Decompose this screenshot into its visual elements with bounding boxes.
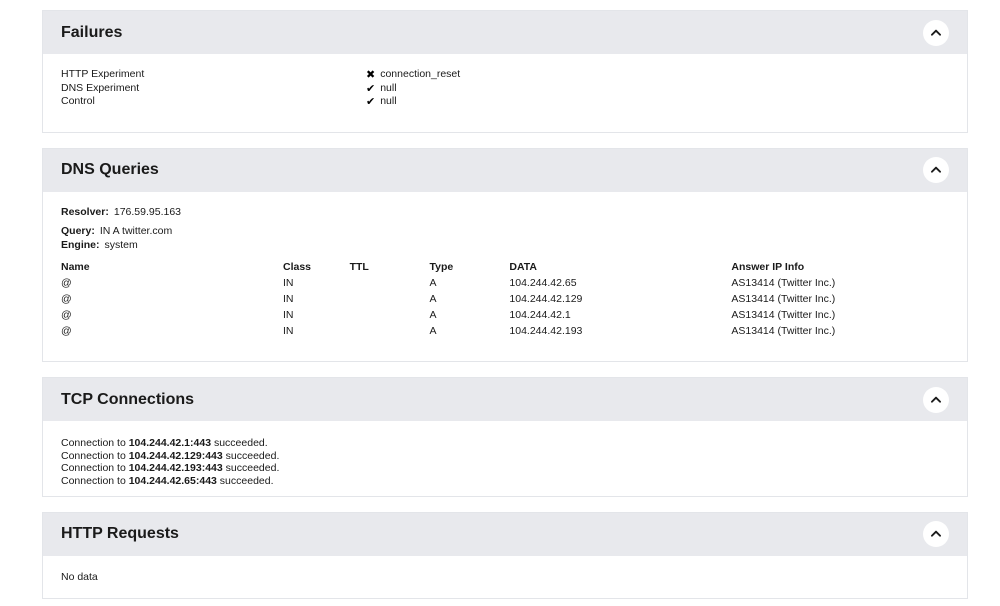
engine-line: Engine: system — [61, 239, 949, 253]
tcp-connections-collapse-button[interactable] — [923, 386, 949, 413]
resolver-label: Resolver: — [61, 205, 109, 218]
dns-queries-body: Resolver: 176.59.95.163 Query: IN A twitte… — [43, 192, 967, 362]
resolver-value: 176.59.95.163 — [113, 205, 182, 218]
dns-cell: @ — [61, 325, 72, 338]
dns-cell: AS13414 (Twitter Inc.) — [731, 277, 836, 290]
tcp-endpoint: 104.244.42.193:443 — [128, 462, 223, 475]
dns-cell: A — [429, 277, 437, 290]
dns-cell: @ — [61, 277, 72, 290]
tcp-connections-section: TCP Connections Connection to 104.244.42… — [42, 377, 968, 497]
failure-value-text: null — [380, 95, 397, 107]
cross-icon: ✖ — [366, 68, 376, 82]
dns-cell: IN — [283, 277, 294, 290]
engine-label: Engine: — [61, 238, 100, 251]
dns-cell: IN — [283, 325, 294, 338]
dns-table-row: @ IN A 104.244.42.193 AS13414 (Twitter Inc.) — [61, 324, 949, 340]
http-requests-body: No data — [43, 556, 967, 599]
dns-cell — [350, 276, 430, 292]
dns-cell: A — [429, 309, 437, 322]
dns-answers-table: Name Class TTL Type DATA Answer IP Info @ IN A 1… — [61, 260, 949, 340]
query-line: Query: IN A twitter.com — [61, 225, 949, 239]
dns-cell: 104.244.42.1 — [509, 309, 571, 322]
http-requests-section: HTTP Requests No data — [42, 511, 968, 600]
resolver-line: Resolver: 176.59.95.163 — [61, 206, 949, 220]
tcp-endpoint: 104.244.42.129:443 — [128, 449, 223, 462]
dns-cell: IN — [283, 293, 294, 306]
dns-table-row: @ IN A 104.244.42.65 AS13414 (Twitter Inc.) — [61, 276, 949, 292]
dns-table-row: @ IN A 104.244.42.1 AS13414 (Twitter Inc.) — [61, 308, 949, 324]
dns-queries-header[interactable]: DNS Queries — [43, 148, 967, 192]
tcp-connections-title: TCP Connections — [61, 390, 195, 408]
dns-cell — [350, 324, 430, 340]
dns-cell: 104.244.42.129 — [509, 293, 583, 306]
dns-column-header: Class — [283, 261, 312, 274]
tcp-connection-line: Connection to 104.244.42.129:443 succeed… — [61, 449, 280, 462]
tcp-connection-line: Connection to 104.244.42.193:443 succeed… — [61, 462, 280, 475]
dns-cell — [350, 308, 430, 324]
dns-cell: AS13414 (Twitter Inc.) — [731, 293, 836, 306]
failure-row: Control ✔ null — [61, 95, 949, 109]
http-requests-header[interactable]: HTTP Requests — [43, 512, 967, 556]
failure-value-text: connection_reset — [380, 68, 461, 80]
tcp-connections-body: Connection to 104.244.42.1:443 succeeded… — [43, 421, 967, 496]
dns-cell: 104.244.42.65 — [509, 277, 577, 290]
dns-queries-collapse-button[interactable] — [923, 157, 949, 183]
chevron-up-icon — [929, 393, 943, 407]
dns-table-row: @ IN A 104.244.42.129 AS13414 (Twitter Inc.) — [61, 292, 949, 308]
dns-cell: AS13414 (Twitter Inc.) — [731, 309, 836, 322]
chevron-up-icon — [929, 163, 943, 177]
query-label: Query: — [61, 225, 95, 237]
failure-label: DNS Experiment — [61, 81, 140, 94]
failure-row: HTTP Experiment ✖ connection_reset — [61, 68, 949, 82]
dns-cell: @ — [61, 309, 72, 322]
dns-column-header: DATA — [509, 261, 538, 274]
dns-column-header: Name — [61, 261, 90, 274]
chevron-up-icon — [929, 26, 943, 40]
tcp-connections-header[interactable]: TCP Connections — [43, 378, 967, 421]
dns-column-header: TTL — [349, 261, 369, 274]
failure-label: Control — [61, 95, 95, 107]
failure-value: ✔ null — [366, 95, 397, 109]
failure-value: ✖ connection_reset — [366, 68, 460, 82]
failures-body: HTTP Experiment ✖ connection_reset DNS E… — [43, 54, 967, 132]
tcp-connection-line: Connection to 104.244.42.65:443 succeede… — [61, 475, 274, 488]
no-data-text: No data — [61, 570, 98, 583]
dns-cell: 104.244.42.193 — [509, 325, 583, 338]
http-requests-title: HTTP Requests — [61, 525, 179, 543]
dns-cell: A — [429, 293, 437, 306]
failure-label: HTTP Experiment — [61, 68, 145, 80]
check-icon: ✔ — [366, 95, 376, 109]
dns-queries-section: DNS Queries Resolver: 176.59.95.163 Query… — [42, 147, 968, 362]
failures-title: Failures — [61, 23, 123, 41]
chevron-up-icon — [929, 527, 943, 541]
failure-value: ✔ null — [366, 82, 397, 96]
query-value: IN A twitter.com — [99, 225, 173, 237]
dns-cell: IN — [283, 309, 294, 322]
dns-column-header: Type — [429, 261, 454, 274]
dns-cell: @ — [61, 293, 72, 306]
measurement-details-page: Failures HTTP Experiment ✖ connection_re… — [42, 0, 968, 600]
dns-queries-title: DNS Queries — [61, 161, 159, 178]
dns-cell: AS13414 (Twitter Inc.) — [731, 325, 836, 338]
tcp-endpoint: 104.244.42.1:443 — [128, 437, 212, 449]
dns-table-header-row: Name Class TTL Type DATA Answer IP Info — [61, 260, 949, 276]
failures-header[interactable]: Failures — [43, 11, 967, 54]
dns-cell: A — [429, 325, 437, 338]
dns-cell — [350, 292, 430, 308]
dns-column-header: Answer IP Info — [731, 261, 805, 274]
failures-section: Failures HTTP Experiment ✖ connection_re… — [42, 10, 968, 133]
tcp-endpoint: 104.244.42.65:443 — [128, 475, 217, 488]
failure-row: DNS Experiment ✔ null — [61, 82, 949, 96]
http-requests-collapse-button[interactable] — [923, 521, 949, 548]
tcp-connection-line: Connection to 104.244.42.1:443 succeeded… — [61, 437, 268, 449]
check-icon: ✔ — [366, 81, 376, 95]
failures-collapse-button[interactable] — [923, 19, 949, 46]
failure-value-text: null — [380, 81, 397, 94]
engine-value: system — [104, 238, 138, 251]
